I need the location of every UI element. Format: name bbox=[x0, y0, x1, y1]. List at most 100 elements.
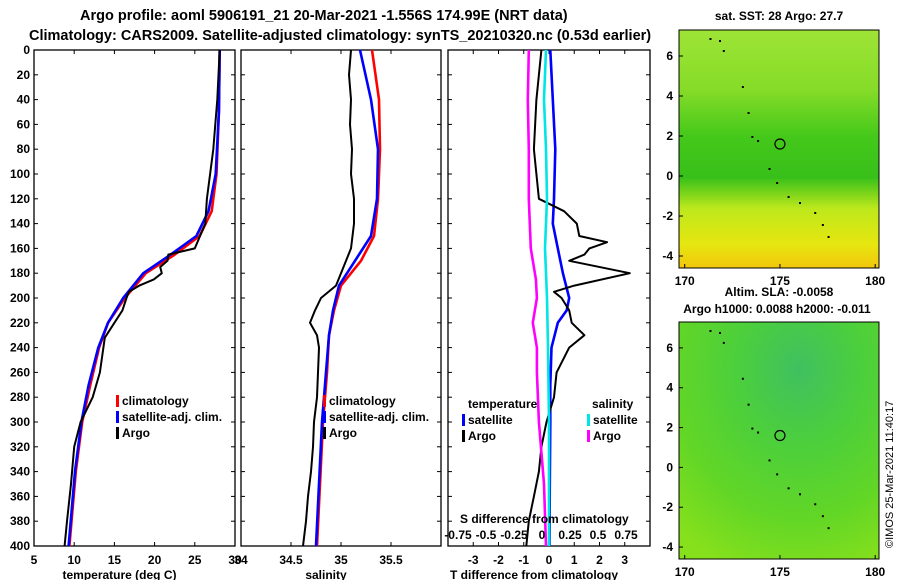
island bbox=[768, 459, 771, 462]
depth-tick-label: 20 bbox=[17, 68, 31, 82]
salinity-frame bbox=[240, 49, 442, 547]
depth-tick-label: 180 bbox=[10, 266, 30, 280]
temperature-xtick-label: 15 bbox=[108, 553, 122, 567]
island bbox=[776, 473, 779, 476]
legend-label: satellite-adj. clim. bbox=[329, 410, 429, 424]
island bbox=[814, 212, 817, 214]
legend-s-swatch bbox=[587, 430, 590, 442]
sst-map: 170 175 180 6 4 2 0 -2 -4 sat. SST: 28 Argo: 27.7 bbox=[662, 9, 885, 288]
island bbox=[827, 527, 830, 530]
series-satellite-adj--clim- bbox=[314, 49, 380, 547]
legend-swatch-0 bbox=[116, 395, 119, 407]
difference-xtick-label: -1 bbox=[518, 553, 529, 567]
top-axis-tick-label: 0 bbox=[539, 528, 546, 542]
island bbox=[709, 329, 712, 332]
legend-swatch-0 bbox=[323, 395, 326, 407]
map-xtick-label: 180 bbox=[865, 565, 885, 579]
legend-label: Argo bbox=[329, 426, 357, 440]
legend-salinity-title: salinity bbox=[592, 397, 634, 411]
series-s-argo bbox=[526, 49, 548, 547]
map-ytick-label: 4 bbox=[666, 381, 673, 395]
depth-tick-label: 80 bbox=[17, 142, 31, 156]
island bbox=[722, 50, 725, 52]
difference-xtick-label: 1 bbox=[571, 553, 578, 567]
map-ytick-label: 4 bbox=[666, 89, 673, 103]
depth-tick-label: 220 bbox=[10, 316, 30, 330]
island bbox=[799, 493, 801, 496]
map-title: Altim. SLA: -0.0058 bbox=[725, 285, 834, 299]
legend-label: Argo bbox=[122, 426, 150, 440]
map-subtitle: Argo h1000: 0.0088 h2000: -0.011 bbox=[683, 302, 871, 316]
island bbox=[741, 86, 744, 88]
depth-tick-label: 380 bbox=[10, 514, 30, 528]
map-xtick-label: 175 bbox=[770, 274, 790, 288]
map-ytick-label: -4 bbox=[662, 540, 673, 554]
depth-tick-label: 200 bbox=[10, 291, 30, 305]
series-argo bbox=[302, 49, 355, 547]
depth-tick-label: 0 bbox=[23, 43, 30, 57]
series-t-argo bbox=[525, 49, 631, 547]
top-axis-tick-label: -0.75 bbox=[444, 528, 472, 542]
legend-label: climatology bbox=[329, 394, 396, 408]
island bbox=[814, 503, 817, 506]
top-axis-label: S difference from climatology bbox=[460, 512, 629, 526]
temperature-xtick-label: 10 bbox=[68, 553, 82, 567]
salinity-panel: 34 34.5 35 35.5 salinity climatology satellite… bbox=[234, 49, 442, 580]
series-s-satellite bbox=[542, 49, 551, 546]
legend-swatch-1 bbox=[116, 411, 119, 423]
island bbox=[776, 182, 779, 184]
map-xtick-label: 170 bbox=[675, 565, 695, 579]
depth-tick-label: 320 bbox=[10, 440, 30, 454]
island bbox=[741, 377, 744, 380]
island bbox=[787, 487, 790, 490]
depth-tick-label: 160 bbox=[10, 241, 30, 255]
depth-tick-label: 340 bbox=[10, 465, 30, 479]
depth-tick-label: 280 bbox=[10, 390, 30, 404]
legend-s-swatch bbox=[587, 414, 590, 426]
island bbox=[709, 38, 712, 40]
temperature-xtick-label: 30 bbox=[228, 553, 242, 567]
difference-xlabel: T difference from climatology bbox=[450, 568, 618, 580]
legend-s-label: Argo bbox=[593, 429, 621, 443]
temperature-frame bbox=[33, 49, 236, 547]
legend-temperature-title: temperature bbox=[468, 397, 538, 411]
legend-swatch-2 bbox=[116, 427, 119, 439]
map-ytick-label: 6 bbox=[666, 49, 673, 63]
legend-swatch-2 bbox=[323, 427, 326, 439]
salinity-xtick-label: 34.5 bbox=[279, 553, 303, 567]
depth-tick-label: 400 bbox=[10, 539, 30, 553]
top-axis-tick-label: 0.5 bbox=[590, 528, 607, 542]
legend-s-label: satellite bbox=[593, 413, 638, 427]
salinity-xtick-label: 35.5 bbox=[379, 553, 403, 567]
title-line-2: Climatology: CARS2009. Satellite-adjuste… bbox=[29, 28, 651, 44]
difference-xtick-label: -2 bbox=[493, 553, 504, 567]
island bbox=[787, 196, 790, 198]
argo-position-marker bbox=[774, 429, 786, 442]
depth-tick-label: 260 bbox=[10, 365, 30, 379]
sla-map: 170 175 180 6 4 2 0 -2 -4 Altim. SLA: -0.0058 Argo… bbox=[662, 285, 885, 579]
difference-xtick-label: -3 bbox=[468, 553, 479, 567]
map-ytick-label: -2 bbox=[662, 500, 673, 514]
island bbox=[751, 136, 754, 138]
map-ytick-label: 6 bbox=[666, 341, 673, 355]
top-axis-tick-label: 0.75 bbox=[614, 528, 638, 542]
legend-label: satellite-adj. clim. bbox=[122, 410, 222, 424]
map-xtick-label: 180 bbox=[865, 274, 885, 288]
title-line-1: Argo profile: aoml 5906191_21 20-Mar-202… bbox=[80, 8, 568, 24]
depth-tick-label: 140 bbox=[10, 217, 30, 231]
island bbox=[719, 40, 721, 42]
legend-t-label: Argo bbox=[468, 429, 496, 443]
map-ytick-label: -2 bbox=[662, 209, 673, 223]
map-ytick-label: 0 bbox=[666, 169, 673, 183]
island bbox=[722, 341, 725, 344]
legend-t-swatch bbox=[462, 430, 465, 442]
island bbox=[751, 427, 754, 430]
top-axis-tick-label: -0.5 bbox=[476, 528, 497, 542]
top-axis-tick-label: 0.25 bbox=[558, 528, 582, 542]
map-ytick-label: 2 bbox=[666, 421, 673, 435]
legend-label: climatology bbox=[122, 394, 189, 408]
salinity-xlabel: salinity bbox=[305, 568, 347, 580]
difference-xtick-label: 2 bbox=[596, 553, 603, 567]
map-ytick-label: 0 bbox=[666, 460, 673, 474]
